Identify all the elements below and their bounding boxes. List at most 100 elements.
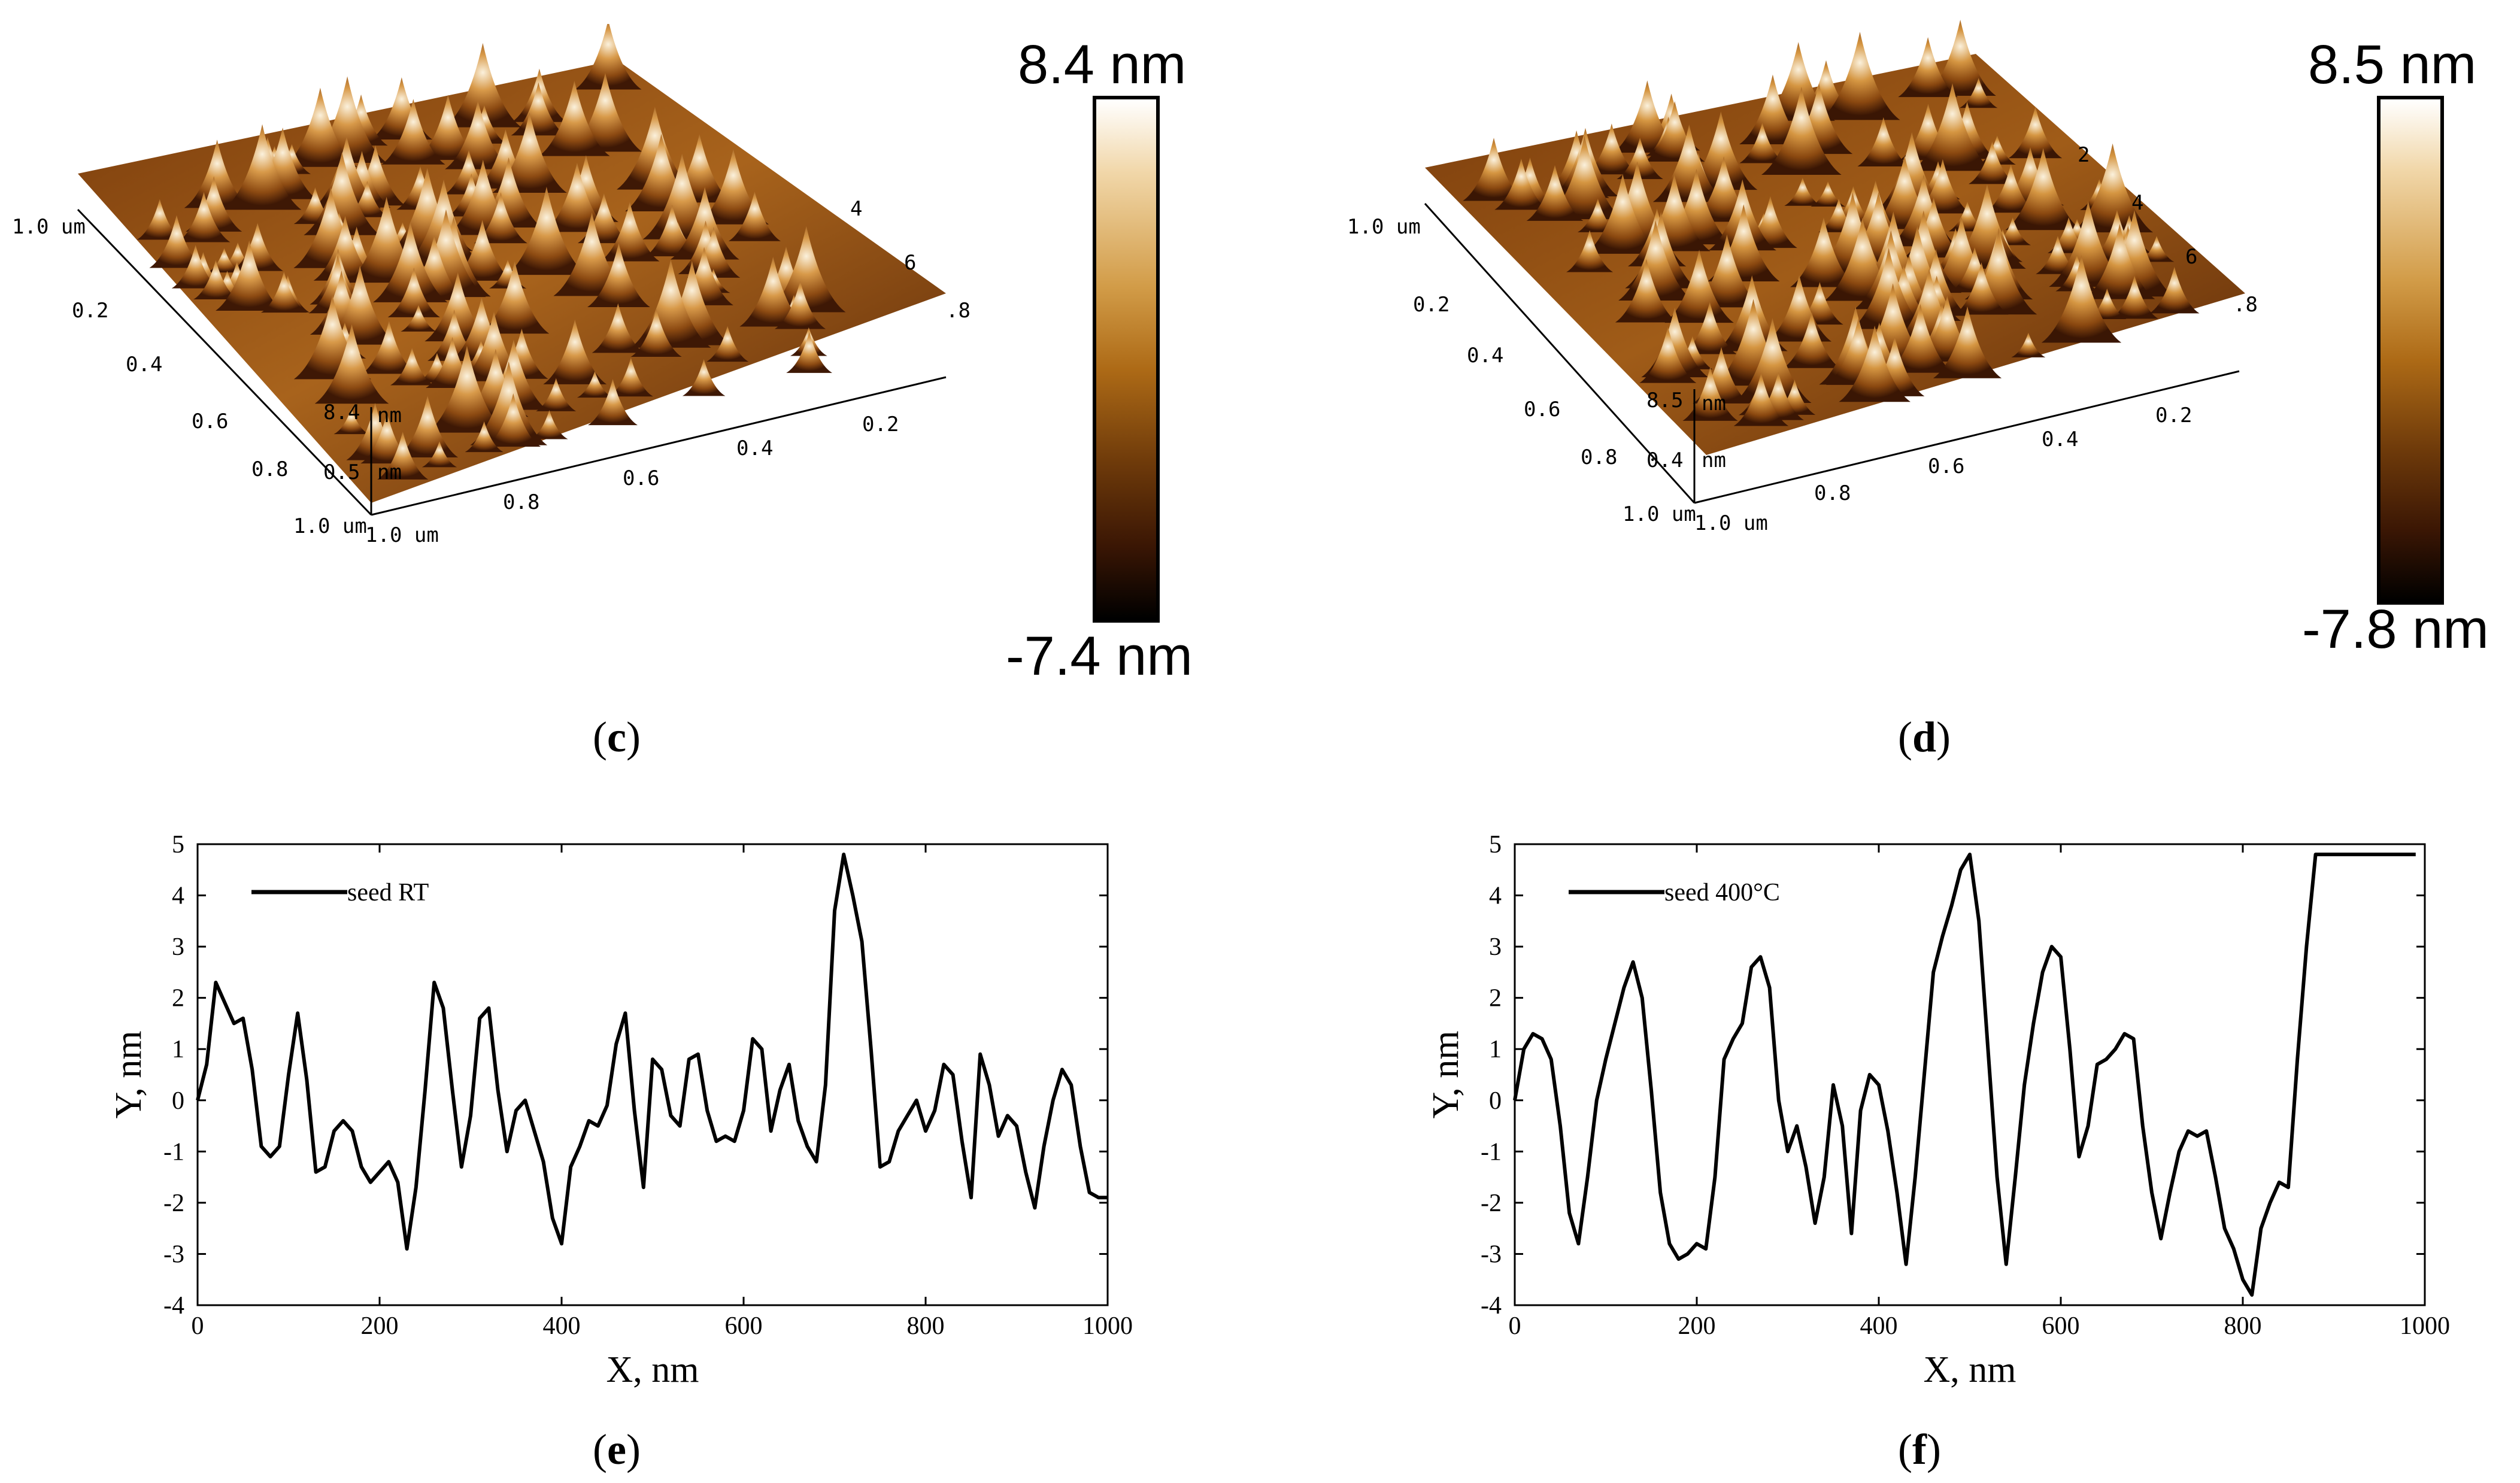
afm-peak [2005,148,2081,231]
afm-peak [1615,259,1678,323]
afm-tick: 0.4 [736,436,773,460]
afm-peak [1820,32,1900,120]
y-tick-label: 0 [1489,1087,1502,1115]
afm-peak [1618,220,1693,301]
afm-peak [1733,372,1789,426]
afm-tick: 0.5 [323,460,360,484]
afm-tick: 0.8 [251,457,288,481]
x-tick-label: 400 [543,1312,581,1340]
afm-tick: 0.2 [72,299,108,323]
afm-tick: .8 [946,299,971,323]
y-tick-label: 1 [1489,1036,1502,1063]
afm-tick: 8.5 [1646,389,1683,413]
afm-peak [670,187,739,260]
afm-peak [1790,217,1857,287]
afm-peak [444,43,522,128]
afm-peak [304,151,381,235]
afm-peak [1566,230,1614,272]
x-axis-label: X, nm [1924,1349,2016,1390]
x-tick-label: 400 [1860,1312,1898,1340]
afm-peak [1783,312,1840,368]
afm-tick: 0.8 [1814,481,1851,505]
y-tick-label: -3 [1481,1241,1502,1268]
y-tick-label: 4 [1489,882,1502,910]
afm-peak [401,305,436,332]
y-tick-label: -3 [163,1241,184,1268]
afm-tick: 1.0 um [293,514,367,538]
afm-peak [2011,332,2046,357]
afm-peak [377,432,429,480]
caption-f: (f) [1898,1426,1941,1473]
afm-tick: 0.4 [1646,448,1683,472]
afm-peak [1924,19,1996,96]
afm-peak [1494,158,1548,210]
x-tick-label: 0 [192,1312,204,1340]
afm-peak [1463,138,1525,201]
afm-peak [137,199,183,240]
afm-tick: 0.4 [2042,427,2078,451]
afm-peak [149,215,204,268]
afm-peak [1784,177,1821,206]
afm-bumps-d [1463,19,2200,426]
afm-tick: 6 [2185,245,2197,269]
afm-peak [774,281,826,329]
x-tick-label: 0 [1509,1312,1521,1340]
afm-peak [486,393,541,447]
afm-tick: nm [377,460,402,484]
afm-peak [739,256,807,327]
afm-tick: 0.6 [1524,398,1560,421]
afm-peak [421,441,457,468]
afm-tick: 0.2 [862,413,899,436]
afm-tick: 6 [904,251,916,275]
afm-peak [2149,266,2200,314]
caption-d: (d) [1898,713,1951,761]
afm-peak [630,308,682,357]
y-tick-label: -1 [1481,1138,1502,1166]
afm-peak [1811,181,1845,207]
afm-peak [427,345,507,433]
x-tick-label: 1000 [1082,1312,1133,1340]
caption-c: (c) [593,713,641,761]
afm-tick: nm [1702,448,1726,472]
afm-peak [445,100,511,169]
afm-peak [536,378,577,411]
afm-peak [333,408,369,435]
afm-tick: 0.8 [1581,445,1617,469]
afm-peak [706,326,749,362]
profile-chart-f: 0 200 400 600 800 1000 -4 -3 -2 -1 0 1 2 3 4 5 X, nm Y, n… [1426,831,2450,1390]
afm-peak [470,361,548,445]
afm-peak [474,192,527,244]
series-line [1513,853,2416,1297]
afm-peak [2008,107,2063,159]
afm-peak [1664,250,1734,323]
x-axis-label: X, nm [607,1349,699,1390]
afm-peak [506,186,587,275]
afm-peak [511,82,566,136]
afm-tick: 0.2 [1413,293,1449,317]
afm-peak [1954,262,2009,315]
afm-peak [313,216,377,281]
afm-peak [1682,367,1738,421]
legend-label: seed RT [347,879,429,906]
afm-tick: 0.2 [2155,404,2192,427]
colorbar-c [1093,96,1160,623]
afm-axes-d [1424,202,2240,504]
afm-tick: 0.6 [1928,454,1964,478]
afm-peak [323,265,397,345]
afm-surface-c: 1.0 um 0.2 0.4 0.6 0.8 1.0 um 1.0 um 0.8… [12,24,971,547]
afm-peak [786,332,833,373]
y-tick-label: -4 [1481,1292,1502,1320]
afm-axes-c [77,208,947,516]
colorbar-min-label: -7.4 nm [1006,626,1193,687]
afm-peak [577,371,613,398]
y-tick-label: -2 [1481,1190,1502,1217]
y-tick-label: 2 [1489,985,1502,1012]
afm-tick: nm [377,404,402,427]
afm-peak [1652,125,1726,202]
x-tick-label: 600 [2042,1312,2080,1340]
afm-peak [544,162,611,232]
afm-peak [592,303,644,353]
afm-tick: 0.8 [503,490,539,514]
afm-peak [193,260,238,300]
afm-peak [1898,37,1958,98]
